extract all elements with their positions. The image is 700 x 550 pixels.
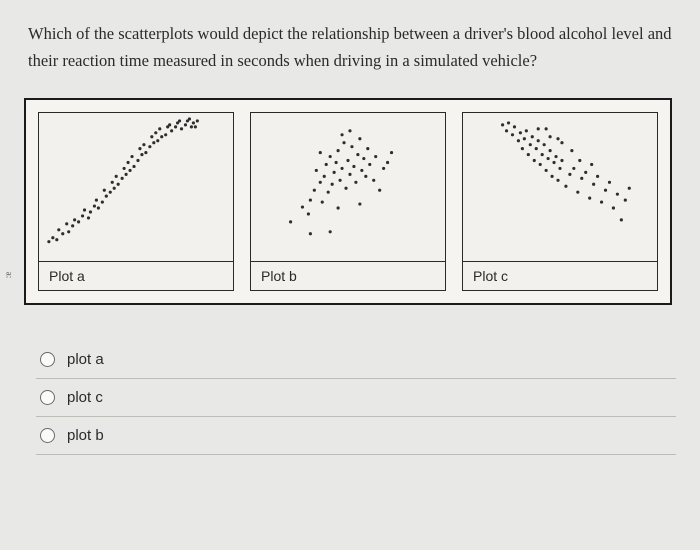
plot-c-label: Plot c xyxy=(462,262,658,291)
answer-option-a[interactable]: plot a xyxy=(36,341,676,379)
plot-a-wrap: Plot a xyxy=(38,112,234,291)
plot-c-wrap: Plot c xyxy=(462,112,658,291)
answer-label: plot a xyxy=(67,351,104,368)
left-axis-marker: a: xyxy=(4,272,14,279)
plots-container: Plot a Plot b Plot c xyxy=(24,98,672,305)
answer-option-b[interactable]: plot b xyxy=(36,417,676,455)
answer-label: plot b xyxy=(67,427,104,444)
answer-option-c[interactable]: plot c xyxy=(36,379,676,417)
answer-label: plot c xyxy=(67,389,103,406)
radio-icon xyxy=(40,352,55,367)
radio-icon xyxy=(40,390,55,405)
plot-b-label: Plot b xyxy=(250,262,446,291)
plot-b-wrap: Plot b xyxy=(250,112,446,291)
question-text: Which of the scatterplots would depict t… xyxy=(28,20,672,74)
plot-c-chart xyxy=(462,112,658,262)
answer-list: plot a plot c plot b xyxy=(36,341,672,455)
plot-a-label: Plot a xyxy=(38,262,234,291)
plot-b-chart xyxy=(250,112,446,262)
radio-icon xyxy=(40,428,55,443)
plot-a-chart xyxy=(38,112,234,262)
